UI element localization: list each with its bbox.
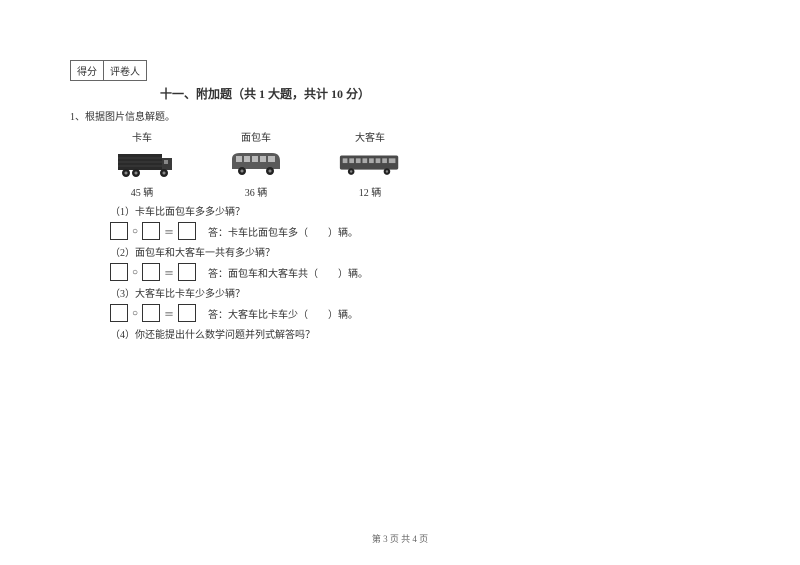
- bus-count: 12 辆: [359, 184, 382, 199]
- equation-line-1: ○ ＝ 答：卡车比面包车多（ ）辆。: [110, 222, 730, 240]
- sub-q1-answer: 答：卡车比面包车多（ ）辆。: [200, 224, 358, 239]
- sub-q3-answer: 答：大客车比卡车少（ ）辆。: [200, 306, 358, 321]
- sub-q2-answer: 答：面包车和大客车共（ ）辆。: [200, 265, 368, 280]
- section-title: 十一、附加题（共 1 大题，共计 10 分）: [70, 85, 730, 102]
- question-stem: 1、根据图片信息解题。: [70, 108, 730, 123]
- sub-q2-text: （2）面包车和大客车一共有多少辆？: [110, 244, 730, 259]
- operator-circle: ○: [132, 267, 138, 278]
- sub-questions: （1）卡车比面包车多多少辆？ ○ ＝ 答：卡车比面包车多（ ）辆。 （2）面包车…: [70, 203, 730, 341]
- input-box[interactable]: [142, 263, 160, 281]
- sub-question-4: （4）你还能提出什么数学问题并列式解答吗？: [110, 326, 730, 341]
- input-box[interactable]: [178, 304, 196, 322]
- equals-sign: ＝: [164, 224, 174, 239]
- input-box[interactable]: [110, 304, 128, 322]
- van-count: 36 辆: [245, 184, 268, 199]
- sub-question-2: （2）面包车和大客车一共有多少辆？ ○ ＝ 答：面包车和大客车共（ ）辆。: [110, 244, 730, 281]
- vehicle-bus: 大客车 12 辆: [338, 129, 402, 199]
- grader-cell: 评卷人: [104, 61, 146, 80]
- sub-question-3: （3）大客车比卡车少多少辆？ ○ ＝ 答：大客车比卡车少（ ）辆。: [110, 285, 730, 322]
- vehicles-row: 卡车 45 辆 面包车: [70, 129, 730, 199]
- equals-sign: ＝: [164, 306, 174, 321]
- vehicle-truck: 卡车 45 辆: [110, 129, 174, 199]
- operator-circle: ○: [132, 308, 138, 319]
- input-box[interactable]: [110, 263, 128, 281]
- input-box[interactable]: [142, 222, 160, 240]
- input-box[interactable]: [142, 304, 160, 322]
- truck-label: 卡车: [132, 129, 152, 144]
- score-cell: 得分: [71, 61, 104, 80]
- truck-icon: [110, 148, 174, 180]
- truck-count: 45 辆: [131, 184, 154, 199]
- equation-line-3: ○ ＝ 答：大客车比卡车少（ ）辆。: [110, 304, 730, 322]
- sub-question-1: （1）卡车比面包车多多少辆？ ○ ＝ 答：卡车比面包车多（ ）辆。: [110, 203, 730, 240]
- score-grader-box: 得分 评卷人: [70, 60, 147, 81]
- van-icon: [224, 148, 288, 180]
- bus-icon: [338, 148, 402, 180]
- sub-q4-text: （4）你还能提出什么数学问题并列式解答吗？: [110, 326, 730, 341]
- operator-circle: ○: [132, 226, 138, 237]
- sub-q3-text: （3）大客车比卡车少多少辆？: [110, 285, 730, 300]
- equals-sign: ＝: [164, 265, 174, 280]
- equation-line-2: ○ ＝ 答：面包车和大客车共（ ）辆。: [110, 263, 730, 281]
- page-footer: 第 3 页 共 4 页: [0, 532, 800, 545]
- sub-q1-text: （1）卡车比面包车多多少辆？: [110, 203, 730, 218]
- input-box[interactable]: [178, 263, 196, 281]
- input-box[interactable]: [110, 222, 128, 240]
- bus-label: 大客车: [355, 129, 385, 144]
- van-label: 面包车: [241, 129, 271, 144]
- input-box[interactable]: [178, 222, 196, 240]
- vehicle-van: 面包车 36 辆: [224, 129, 288, 199]
